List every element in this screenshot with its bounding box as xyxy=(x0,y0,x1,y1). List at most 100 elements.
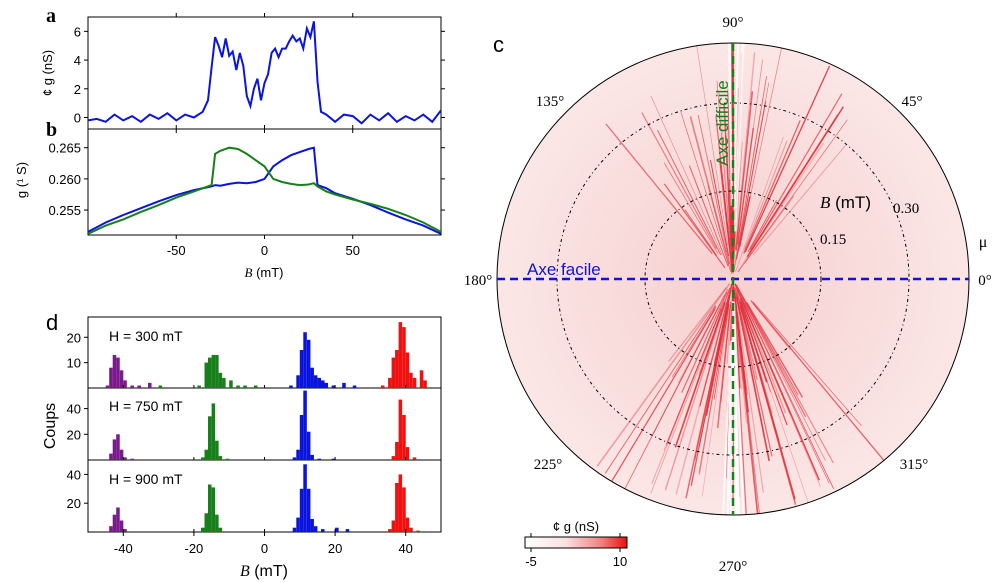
histogram-bar xyxy=(303,332,307,388)
histogram-bar xyxy=(215,440,219,460)
histogram-bar xyxy=(405,517,410,532)
colorbar-label: ¢ g (nS) xyxy=(553,519,599,534)
polar-ray xyxy=(675,295,730,495)
histogram-bar xyxy=(123,380,127,388)
panel-b: b 0.255 0.260 0.265 -50 0 50 g (¹ S) B (mT) xyxy=(14,119,445,280)
polar-ray-light xyxy=(733,301,745,515)
histogram-bar xyxy=(388,529,392,532)
panel-d-ticks: 10 20 20 40 20 40 -40 -20 0 20 40 xyxy=(67,330,413,556)
polar-ray xyxy=(734,287,765,438)
panel-a-ylabel: ¢ g (nS) xyxy=(40,50,55,96)
polar-ray xyxy=(736,289,787,414)
polar-ray xyxy=(736,101,767,260)
polar-ray xyxy=(734,306,741,366)
histogram-bar xyxy=(391,456,396,460)
histogram-bar xyxy=(148,382,152,388)
polar-ray xyxy=(737,119,848,272)
panel-b-series xyxy=(88,146,441,235)
histogram-bar xyxy=(345,529,350,532)
panel-d-label: d xyxy=(46,310,58,335)
histogram-bar xyxy=(208,357,212,388)
panel-a-ytick-label: 4 xyxy=(74,53,81,68)
panel-a-ytick-label: 6 xyxy=(74,24,81,39)
panel-b-xtick-label: -50 xyxy=(167,243,186,258)
polar-ray xyxy=(744,303,834,489)
histogram-bar xyxy=(123,457,127,460)
histogram-bar xyxy=(402,415,406,460)
angle-label-0: 0° xyxy=(978,273,992,289)
histogram-bar xyxy=(409,527,413,532)
histogram-bar xyxy=(321,529,325,532)
histogram-bar xyxy=(402,487,406,532)
histogram-bar xyxy=(130,385,134,388)
polar-ray xyxy=(734,287,797,505)
polar-ray xyxy=(715,115,732,260)
panel-d: d 10 20 20 40 20 40 -40 -20 0 20 40 Coups H = 300 … xyxy=(42,310,442,580)
histogram-bar xyxy=(306,488,311,532)
panel-b-series-green xyxy=(88,146,441,235)
polar-ray xyxy=(733,59,764,272)
histogram-bar xyxy=(211,487,216,532)
polar-ray xyxy=(744,195,795,264)
r-axis-label: B (mT) xyxy=(820,193,871,212)
histogram-bar xyxy=(204,449,209,460)
histogram-bar xyxy=(398,322,403,388)
polar-ray xyxy=(752,144,847,256)
polar-ray xyxy=(657,129,722,256)
panel-a-label: a xyxy=(46,5,56,27)
polar-ray xyxy=(746,302,804,398)
histogram-bar xyxy=(412,457,417,460)
histogram-bar xyxy=(324,382,329,388)
histogram-bar xyxy=(130,458,134,460)
histogram-bar xyxy=(243,385,247,388)
panel-d3-annotation: H = 900 mT xyxy=(109,471,183,487)
polar-ray xyxy=(685,307,728,499)
polar-ray xyxy=(705,283,733,416)
histogram-bar xyxy=(109,367,113,388)
polar-ray-light xyxy=(726,341,734,515)
histogram-bar xyxy=(197,385,201,388)
histogram-bar xyxy=(313,526,318,532)
polar-ray xyxy=(737,311,764,493)
histogram-bar xyxy=(388,377,392,388)
polar-ray xyxy=(740,293,834,464)
histogram-bar xyxy=(109,526,113,532)
histogram-bar xyxy=(306,339,311,388)
angle-label-45: 45° xyxy=(902,94,923,110)
panel-b-frame xyxy=(87,128,442,236)
panel-a-series xyxy=(88,21,441,125)
histogram-bar xyxy=(395,350,399,388)
polar-ray xyxy=(663,298,726,451)
polar-ray xyxy=(650,95,723,256)
histogram-bar xyxy=(292,527,297,532)
histogram-bar xyxy=(218,456,223,460)
polar-ray xyxy=(747,200,777,253)
polar-ray xyxy=(650,287,730,494)
panel-d2-annotation: H = 750 mT xyxy=(109,398,183,414)
angle-label-135: 135° xyxy=(536,94,565,110)
polar-ray-light xyxy=(722,345,732,515)
polar-ray xyxy=(734,283,820,481)
histogram-bar xyxy=(299,350,304,388)
colorbar xyxy=(524,536,628,549)
polar-ray xyxy=(664,303,726,491)
angle-symbol: μ xyxy=(979,234,988,251)
polar-ray xyxy=(735,76,767,261)
polar-ray xyxy=(688,165,729,267)
histogram-bar xyxy=(409,372,413,388)
histogram-bar xyxy=(218,527,223,532)
histogram-bar xyxy=(303,464,307,532)
histogram-bar xyxy=(391,520,396,532)
panel-b-ticks: 0.255 0.260 0.265 -50 0 50 xyxy=(48,125,445,258)
polar-ray xyxy=(743,120,801,254)
polar-ray xyxy=(727,125,733,261)
panel-d-ytick-label: 10 xyxy=(67,356,81,371)
panel-d-xtick-label: -40 xyxy=(114,541,133,556)
hard-axis-label: Axe difficile xyxy=(713,80,732,166)
polar-ray xyxy=(709,159,730,257)
polar-ray-light xyxy=(733,355,738,515)
panel-a-ytick-label: 2 xyxy=(74,82,81,97)
polar-ray xyxy=(741,296,830,484)
histogram-bar xyxy=(310,454,314,460)
panel-d-xlabel: B (mT) xyxy=(240,563,288,580)
